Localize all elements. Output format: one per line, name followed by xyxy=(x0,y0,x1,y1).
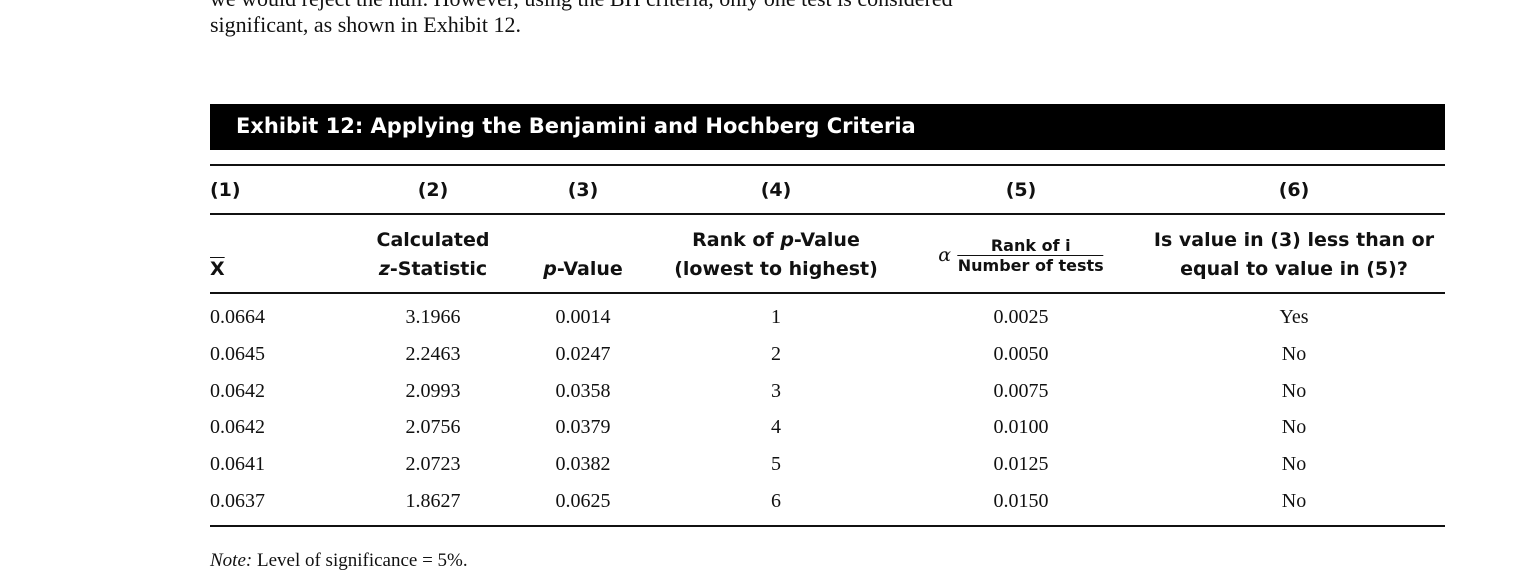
column-header: p-Value xyxy=(543,255,623,284)
column-header: α Rank of i Number of tests xyxy=(938,236,1104,275)
table-cell: 0.0382 xyxy=(555,453,611,476)
table-cell: 0.0050 xyxy=(993,342,1049,365)
header-text: p xyxy=(780,229,794,251)
column-number: (6) xyxy=(1278,179,1310,201)
table-cell: 2.2463 xyxy=(405,342,461,365)
column-number: (2) xyxy=(417,179,449,201)
table-cell: 0.0664 xyxy=(210,306,265,328)
table-cell: 0.0150 xyxy=(993,490,1049,512)
column-number: (3) xyxy=(567,179,599,201)
table-cell: 0.0100 xyxy=(993,416,1049,439)
rule xyxy=(210,292,1445,294)
exhibit-title-bar xyxy=(210,104,1445,150)
table-cell: 0.0641 xyxy=(210,453,265,476)
table-cell: No xyxy=(1281,490,1307,512)
note-text: Level of significance = 5%. xyxy=(256,550,468,571)
column-number: (1) xyxy=(210,179,241,201)
table-cell: 2.0993 xyxy=(405,379,461,402)
header-text: -Statistic xyxy=(389,258,488,280)
table-cell: 4 xyxy=(771,416,781,439)
table-cell: Yes xyxy=(1279,306,1309,328)
column-number: (5) xyxy=(1005,179,1037,201)
column-number: (4) xyxy=(760,179,792,201)
header-text: Number of tests xyxy=(957,256,1104,275)
table-cell: 2 xyxy=(771,342,781,365)
body-text: we would reject the null. However, using… xyxy=(210,0,953,12)
table-cell: 0.0247 xyxy=(555,342,611,365)
table-cell: No xyxy=(1281,416,1307,439)
table-cell: 1 xyxy=(771,306,781,328)
table-cell: 1.8627 xyxy=(405,490,461,512)
table-cell: 0.0642 xyxy=(210,379,265,402)
header-text: -Value xyxy=(556,258,623,280)
rule xyxy=(210,525,1445,527)
column-header: X xyxy=(210,258,225,280)
header-text: p xyxy=(543,258,557,280)
header-text: z xyxy=(378,258,390,280)
table-cell: 0.0642 xyxy=(210,416,265,439)
table-cell: 3.1966 xyxy=(405,306,461,328)
header-text: -Value xyxy=(793,229,860,251)
header-text: Rank of xyxy=(692,229,774,251)
note: Note: Level of significance = 5%. xyxy=(210,550,468,572)
exhibit-title: Exhibit 12: Applying the Benjamini and H… xyxy=(236,114,916,138)
table-cell: 0.0625 xyxy=(555,490,611,512)
table-cell: 0.0014 xyxy=(555,306,611,328)
header-text: Calculated xyxy=(376,229,490,251)
table-cell: 0.0637 xyxy=(210,490,265,512)
table-cell: No xyxy=(1281,453,1307,476)
table-cell: No xyxy=(1281,379,1307,402)
table-cell: 0.0075 xyxy=(993,379,1049,402)
fraction: Rank of i Number of tests xyxy=(957,236,1104,275)
header-text: Is value in (3) less than or xyxy=(1153,229,1435,251)
rule xyxy=(210,164,1445,166)
table-cell: 0.0358 xyxy=(555,379,611,402)
table-cell: 2.0723 xyxy=(405,453,461,476)
column-header: Is value in (3) less than or equal to va… xyxy=(1154,226,1434,284)
note-label: Note: xyxy=(210,550,253,571)
table-cell: 0.0379 xyxy=(555,416,611,439)
body-text: significant, as shown in Exhibit 12. xyxy=(210,12,522,37)
column-header: Rank of p-Value (lowest to highest) xyxy=(674,226,878,284)
rule xyxy=(210,213,1445,215)
table-cell: 0.0025 xyxy=(993,306,1049,328)
header-text: (lowest to highest) xyxy=(674,258,878,280)
table-cell: 3 xyxy=(771,379,781,402)
table-cell: 2.0756 xyxy=(405,416,461,439)
table-cell: 0.0645 xyxy=(210,342,265,365)
header-text: α xyxy=(938,244,952,266)
header-text: Rank of i xyxy=(957,236,1104,256)
table-cell: 0.0125 xyxy=(993,453,1049,476)
header-text: equal to value in (5)? xyxy=(1180,258,1408,280)
table-cell: 6 xyxy=(771,490,781,512)
table-cell: 5 xyxy=(771,453,781,476)
column-header: Calculated z-Statistic xyxy=(377,226,490,284)
table-cell: No xyxy=(1281,342,1307,365)
